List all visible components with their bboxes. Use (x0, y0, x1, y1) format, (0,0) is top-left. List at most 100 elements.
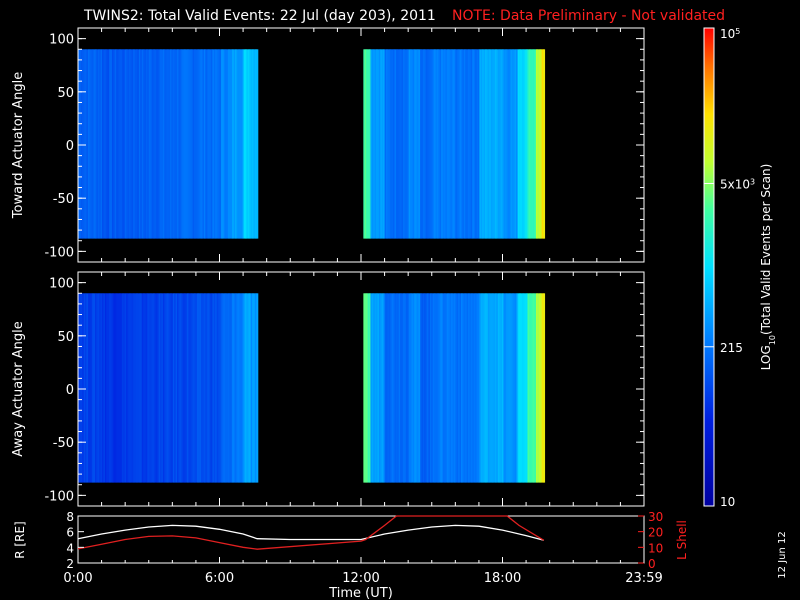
heatmap-column (476, 49, 479, 239)
heatmap-column (492, 49, 495, 239)
heatmap-column (517, 49, 520, 239)
heatmap-column (189, 49, 192, 239)
heatmap-column (444, 293, 447, 483)
ytick-label: 50 (57, 86, 74, 101)
heatmap-column (127, 293, 130, 483)
heatmap-column (371, 49, 374, 239)
heatmap-column (239, 49, 242, 239)
colorbar-gradient (704, 28, 714, 506)
heatmap-column (185, 293, 188, 483)
data-note: NOTE: Data Preliminary - Not validated (452, 8, 725, 24)
heatmap-column (473, 293, 476, 483)
heatmap-column (405, 49, 408, 239)
xtick-label: 18:00 (484, 571, 521, 586)
heatmap-column (195, 293, 198, 483)
ylabel-away: Away Actuator Angle (11, 321, 26, 456)
heatmap-column (203, 49, 206, 239)
xlabel-time: Time (UT) (328, 586, 393, 600)
heatmap-column (103, 49, 106, 239)
heatmap-column (384, 293, 387, 483)
heatmap-column (452, 49, 455, 239)
panel-away: 100 50 0 -50 -100 Away Actuator Angle (11, 271, 645, 507)
heatmap-column (253, 293, 256, 483)
heatmap-column (502, 293, 505, 483)
heatmap-column (448, 49, 451, 239)
heatmap-column (432, 49, 435, 239)
heatmap-column (178, 49, 181, 239)
heatmap-column (477, 49, 480, 239)
heatmap-column (82, 293, 85, 483)
heatmap-column (411, 293, 414, 483)
heatmap-column (434, 293, 437, 483)
heatmap-column (366, 293, 369, 483)
heatmap-column (400, 293, 403, 483)
heatmap-column (182, 293, 185, 483)
heatmap-column (497, 293, 500, 483)
heatmap-column (380, 293, 383, 483)
ytick-label: 100 (49, 277, 74, 292)
heatmap-column (519, 293, 522, 483)
heatmap-column (133, 293, 136, 483)
heatmap-column (452, 293, 455, 483)
heatmap-column (198, 49, 201, 239)
heatmap-column (219, 49, 222, 239)
heatmap-column (387, 49, 390, 239)
heatmap-column (110, 49, 113, 239)
heatmap-column (233, 293, 236, 483)
heatmap-column (168, 293, 171, 483)
heatmap-column (164, 49, 167, 239)
ytick-label: 10 (648, 541, 663, 555)
heatmap-column (209, 49, 212, 239)
heatmap-column (502, 49, 505, 239)
heatmap-column (429, 49, 432, 239)
heatmap-column (387, 293, 390, 483)
heatmap-column (388, 49, 391, 239)
heatmap-column (161, 293, 164, 483)
heatmap-column (470, 293, 473, 483)
heatmap-column (506, 49, 509, 239)
heatmap-column (543, 293, 546, 483)
heatmap-column (235, 49, 238, 239)
heatmap-column (500, 49, 503, 239)
heatmap-column (155, 293, 158, 483)
heatmap-column (462, 293, 465, 483)
heatmap-column (520, 293, 523, 483)
heatmap-column (435, 49, 438, 239)
heatmap-column (123, 49, 126, 239)
heatmap-column (150, 49, 153, 239)
heatmap-column (237, 293, 240, 483)
heatmap-column (212, 49, 215, 239)
heatmap-column (188, 49, 191, 239)
heatmap-column (202, 293, 205, 483)
heatmap-column (201, 293, 204, 483)
heatmap-column (222, 293, 225, 483)
heatmap-column (446, 49, 449, 239)
heatmap-column (79, 293, 82, 483)
heatmap-column (171, 49, 174, 239)
heatmap-column (476, 293, 479, 483)
heatmap-column (179, 293, 182, 483)
heatmap-column (497, 49, 500, 239)
heatmap-column (401, 49, 404, 239)
heatmap-column (513, 49, 516, 239)
heatmap-column (460, 49, 463, 239)
heatmap-column (124, 49, 127, 239)
heatmap-column (516, 49, 519, 239)
heatmap-column (428, 49, 431, 239)
heatmap-column (124, 293, 127, 483)
heatmap-column (250, 293, 253, 483)
heatmap-column (202, 49, 205, 239)
heatmap-column (535, 49, 538, 239)
heatmap-column (121, 293, 124, 483)
heatmap-column (543, 49, 546, 239)
heatmap-column (213, 293, 216, 483)
heatmap-column (496, 49, 499, 239)
heatmap-column (446, 293, 449, 483)
heatmap-column (233, 49, 236, 239)
heatmap-column (397, 293, 400, 483)
heatmap-column (453, 49, 456, 239)
heatmap-column (186, 293, 189, 483)
heatmap-column (459, 293, 462, 483)
heatmap-column (144, 293, 147, 483)
heatmap-column (205, 293, 208, 483)
